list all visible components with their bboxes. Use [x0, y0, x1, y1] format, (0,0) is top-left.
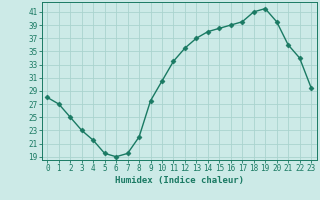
X-axis label: Humidex (Indice chaleur): Humidex (Indice chaleur)	[115, 176, 244, 185]
